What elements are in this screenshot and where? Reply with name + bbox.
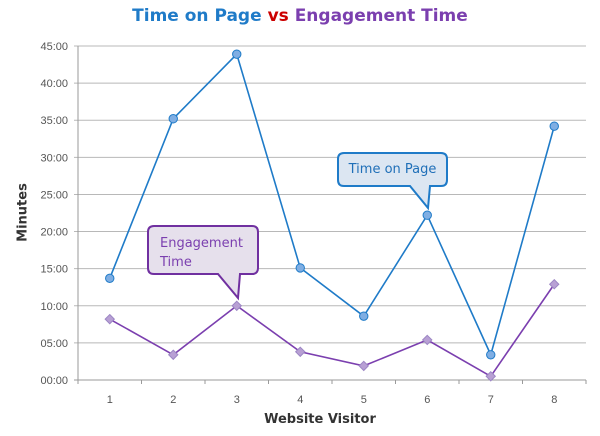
data-point-diamond [421, 334, 433, 346]
gridlines [74, 45, 586, 381]
series-line [109, 283, 555, 378]
data-point-diamond [167, 349, 179, 361]
x-tick-label: 8 [551, 394, 557, 406]
x-tick-label: 7 [488, 394, 494, 406]
data-point-circle [232, 49, 242, 59]
data-point-circle [422, 210, 432, 220]
y-tick-label: 20:00 [40, 227, 68, 239]
y-tick-label: 00:00 [40, 375, 68, 387]
y-tick-label: 30:00 [40, 152, 68, 164]
chart-title: Time on Page vs Engagement Time [0, 6, 600, 26]
data-point-diamond [104, 313, 116, 325]
callout-time-on-page-shape [337, 152, 448, 211]
callout-engagement-time: Engagement Time [148, 226, 258, 274]
x-tick-label: 3 [234, 394, 240, 406]
y-tick-label: 25:00 [40, 189, 68, 201]
callout-engagement-line1: Engagement [160, 236, 243, 251]
data-point-circle [168, 114, 178, 124]
callout-engagement-line2: Time [160, 255, 192, 270]
x-tick-label: 5 [361, 394, 367, 406]
y-tick-label: 05:00 [40, 338, 68, 350]
data-point-circle [359, 311, 369, 321]
title-vs: vs [267, 6, 289, 26]
data-point-diamond [485, 370, 497, 382]
series-line [109, 52, 556, 358]
data-point-diamond [548, 278, 560, 290]
data-point-diamond [358, 360, 370, 372]
x-tick-label: 4 [297, 394, 303, 406]
y-tick-label: 45:00 [40, 41, 68, 53]
y-tick-label: 10:00 [40, 301, 68, 313]
axes: 00:00 05:00 10:00 15:00 20:00 25:00 30:00 35:00… [40, 41, 587, 406]
data-point-diamond [231, 300, 243, 312]
callout-engagement-shape [147, 225, 259, 301]
data-point-circle [105, 273, 115, 284]
y-tick-label: 15:00 [40, 264, 68, 276]
data-point-circle [295, 263, 305, 273]
x-axis-label: Website Visitor [264, 412, 376, 427]
data-series [104, 49, 560, 382]
title-time-on-page: Time on Page [132, 6, 262, 26]
callout-time-on-page: Time on Page [348, 162, 437, 177]
data-point-circle [486, 350, 496, 360]
y-axis-label: Minutes [15, 183, 31, 242]
data-point-diamond [294, 346, 306, 358]
data-point-circle [549, 121, 559, 131]
x-tick-label: 1 [107, 394, 113, 406]
title-engagement: Engagement Time [294, 6, 468, 26]
x-tick-label: 6 [424, 394, 430, 406]
callout-shapes [147, 152, 448, 301]
y-tick-label: 40:00 [40, 78, 68, 90]
y-tick-label: 35:00 [40, 115, 68, 127]
x-tick-label: 2 [170, 394, 176, 406]
